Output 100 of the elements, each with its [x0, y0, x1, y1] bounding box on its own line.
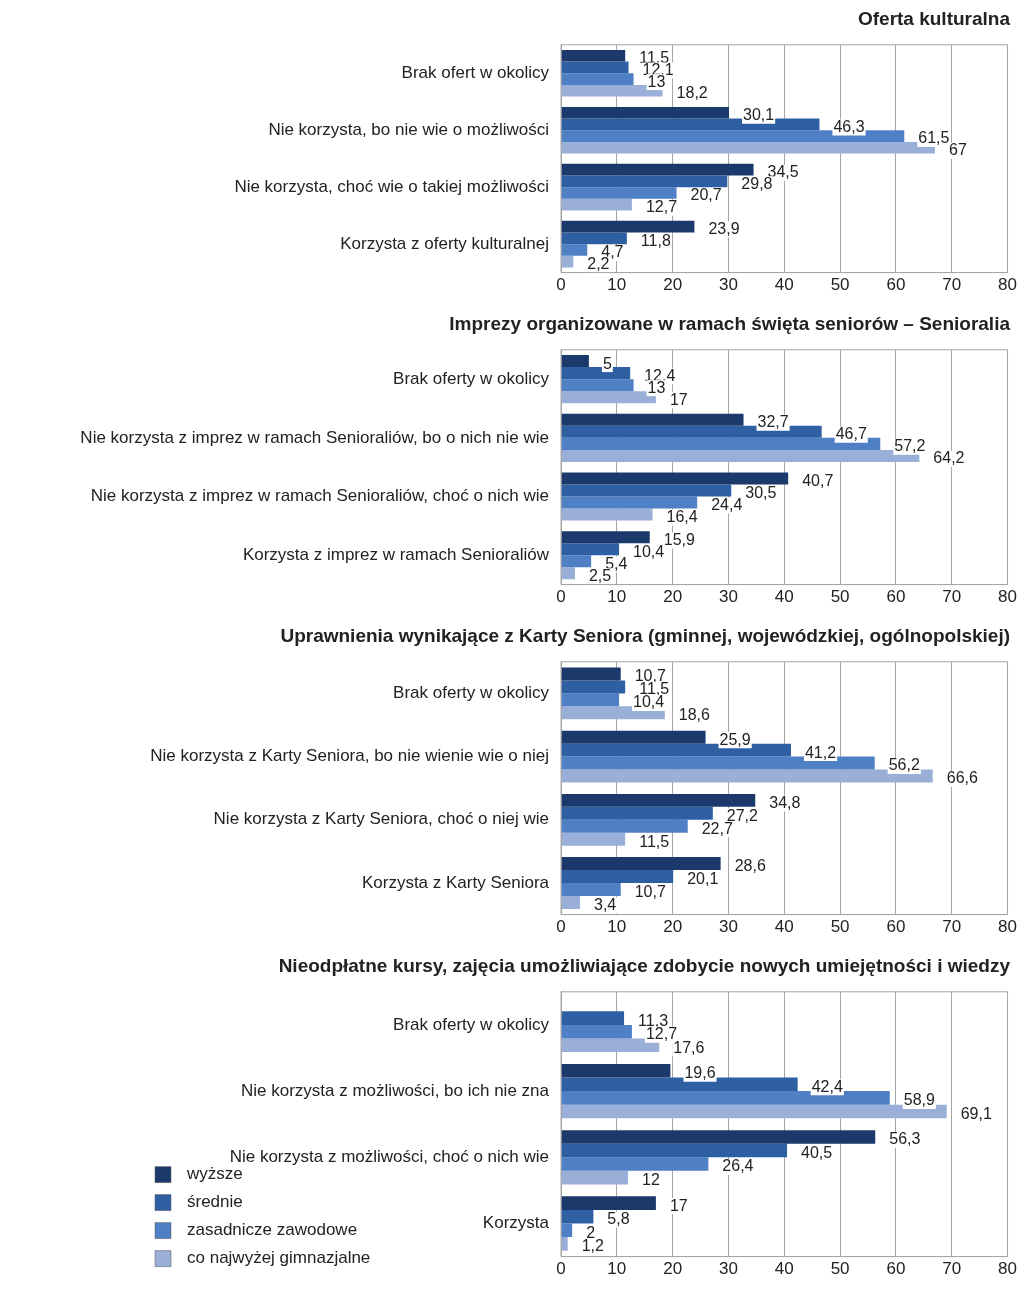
bar	[561, 1237, 568, 1251]
x-tick-label: 10	[607, 1259, 627, 1279]
chart-title: Uprawnienia wynikające z Karty Seniora (gminnej, wojewódzkiej, ogólnopolskiej)	[280, 624, 1010, 646]
data-label: 17	[669, 390, 688, 408]
y-tick-label: Nie korzysta z imprez w ramach Senioraliów, bo o nich nie wie	[80, 427, 549, 447]
data-label: 41,2	[804, 743, 837, 761]
x-tick-label: 0	[556, 587, 566, 607]
x-tick-label: 60	[886, 275, 906, 295]
data-label: 19,6	[684, 1064, 716, 1082]
chart-title: Nieodpłatne kursy, zajęcia umożliwiające zdobycie nowych umiejętności i wiedzy	[278, 954, 1011, 976]
x-tick-label: 50	[830, 1259, 850, 1279]
bar	[561, 472, 789, 485]
x-tick-label: 70	[942, 587, 962, 607]
x-tick-label: 10	[607, 275, 627, 295]
y-tick-label: Korzysta z oferty kulturalnej	[340, 233, 549, 253]
bar	[561, 391, 656, 404]
bar	[561, 870, 674, 883]
y-tick-label: Brak oferty w okolicy	[393, 683, 550, 703]
data-label: 18,6	[678, 706, 711, 724]
x-tick-label: 10	[607, 587, 627, 607]
bar	[561, 693, 620, 707]
bar	[561, 413, 744, 426]
bar	[561, 73, 634, 85]
data-label: 32,7	[757, 413, 789, 431]
bar	[561, 49, 626, 62]
data-label: 66,6	[946, 769, 978, 787]
data-label: 58,9	[903, 1091, 936, 1109]
bar	[561, 730, 706, 744]
bar	[561, 61, 629, 74]
data-label: 10,4	[633, 542, 665, 560]
bar	[561, 883, 621, 896]
data-label: 2,2	[587, 255, 610, 273]
bar	[561, 1157, 709, 1171]
bar	[561, 1209, 594, 1224]
bar	[561, 355, 589, 368]
data-label: 18,2	[676, 84, 708, 102]
chart-title: Oferta kulturalna	[857, 7, 1011, 29]
data-label: 30,5	[745, 483, 777, 501]
data-label: 69,1	[960, 1104, 992, 1122]
y-tick-label: Nie korzysta z możliwości, bo ich nie zna	[240, 1080, 550, 1100]
y-tick-label: Nie korzysta, bo nie wie o możliwości	[268, 119, 549, 139]
x-tick-label: 30	[718, 275, 738, 295]
bar	[561, 1024, 632, 1039]
data-label: 10,7	[634, 882, 666, 900]
y-tick-label: Korzysta z Karty Seniora	[361, 872, 550, 892]
x-tick-label: 40	[774, 917, 794, 937]
x-tick-label: 50	[830, 275, 850, 295]
data-label: 17,6	[673, 1038, 705, 1056]
chart-title: Imprezy organizowane w ramach święta seniorów – Senioralia	[449, 312, 1011, 334]
bar	[561, 531, 650, 544]
bar	[561, 220, 695, 233]
x-tick-label: 0	[556, 917, 566, 937]
x-tick-label: 40	[774, 1259, 794, 1279]
data-label: 5	[602, 354, 612, 372]
y-tick-label: Brak ofert w okolicy	[401, 62, 550, 82]
data-label: 11,8	[640, 231, 671, 249]
x-tick-label: 80	[998, 275, 1018, 295]
bar	[561, 857, 721, 871]
legend-label: co najwyżej gimnazjalne	[187, 1248, 371, 1268]
data-label: 56,3	[889, 1130, 921, 1148]
data-label: 20,7	[690, 186, 722, 204]
data-label: 11,5	[639, 832, 670, 850]
x-tick-label: 10	[607, 917, 627, 937]
data-label: 57,2	[894, 437, 926, 455]
x-tick-label: 80	[998, 587, 1018, 607]
data-label: 34,8	[769, 793, 801, 811]
data-label: 46,3	[833, 117, 865, 135]
data-label: 28,6	[734, 856, 766, 874]
x-tick-label: 0	[556, 275, 566, 295]
y-tick-label: Korzysta z imprez w ramach Senioraliów	[242, 544, 550, 564]
bar	[561, 1063, 671, 1078]
bar	[561, 555, 592, 568]
y-tick-label: Brak oferty w okolicy	[393, 1014, 550, 1034]
x-tick-label: 60	[886, 1259, 906, 1279]
data-label: 56,2	[888, 756, 920, 774]
y-tick-label: Nie korzysta, choć wie o takiej możliwości	[234, 176, 549, 196]
x-tick-label: 70	[942, 1259, 962, 1279]
y-tick-label: Brak oferty w okolicy	[393, 368, 550, 388]
x-tick-label: 70	[942, 275, 962, 295]
data-label: 3,4	[593, 895, 617, 913]
data-label: 46,7	[835, 425, 867, 443]
data-label: 5,8	[607, 1210, 630, 1228]
bar	[561, 175, 728, 188]
x-tick-label: 70	[942, 917, 962, 937]
bar	[561, 1130, 876, 1144]
x-tick-label: 40	[774, 275, 794, 295]
legend-label: średnie	[187, 1192, 243, 1212]
data-label: 15,9	[663, 530, 695, 548]
x-tick-label: 20	[663, 587, 683, 607]
legend-label: wyższe	[186, 1164, 243, 1184]
bar	[561, 806, 713, 820]
bar	[561, 508, 653, 521]
bar	[561, 1170, 628, 1185]
data-label: 61,5	[918, 129, 950, 147]
bar	[561, 244, 588, 256]
data-label: 24,4	[711, 495, 743, 513]
x-tick-label: 60	[886, 587, 906, 607]
bar	[561, 567, 575, 580]
bar	[561, 496, 698, 509]
data-label: 20,1	[687, 869, 719, 887]
